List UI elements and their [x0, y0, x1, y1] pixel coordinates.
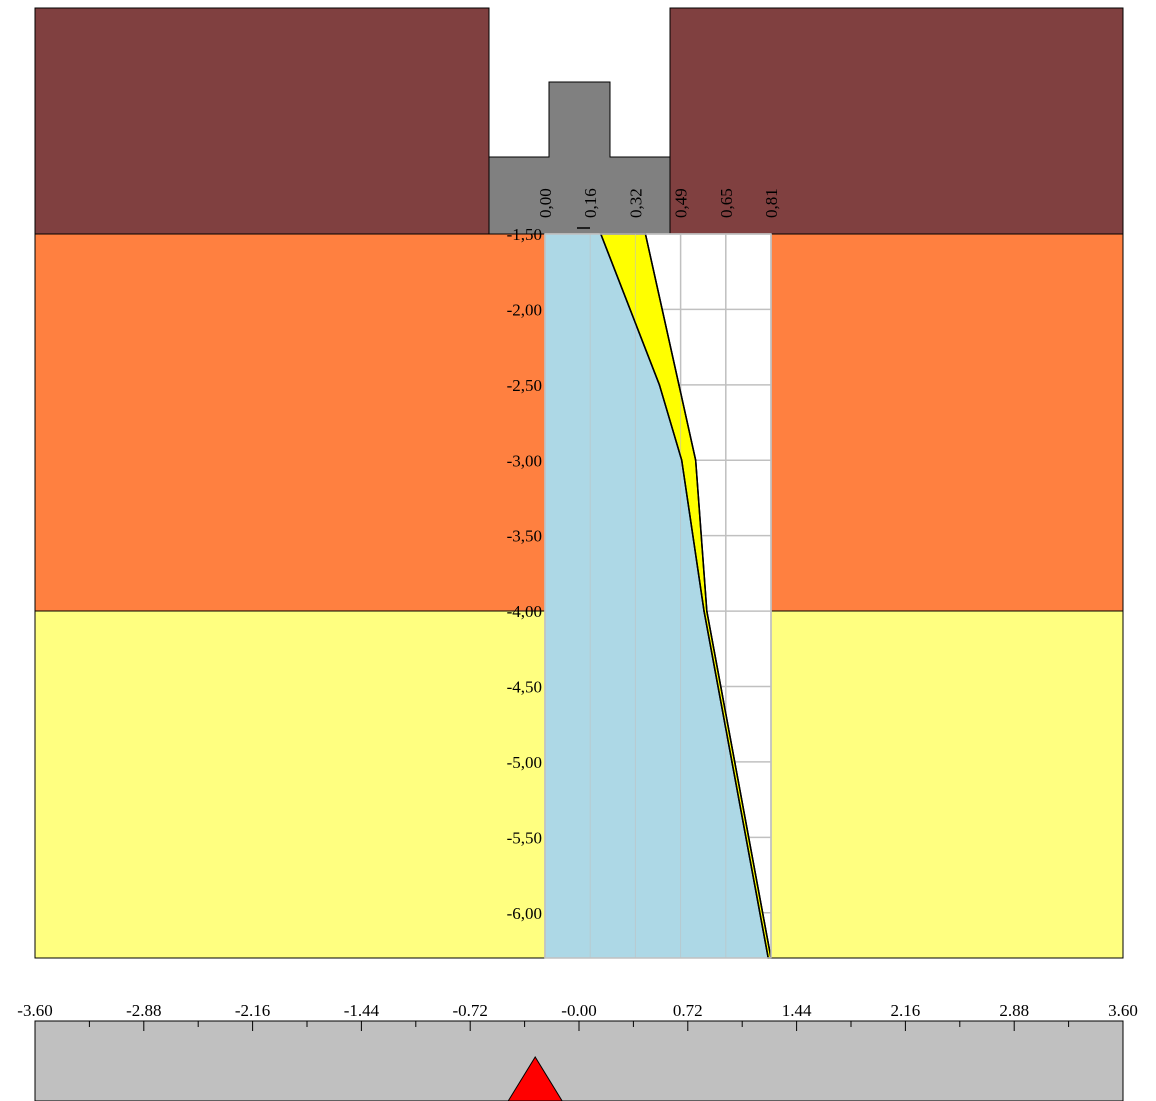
top-soil-layer-left: [34, 7, 490, 235]
scale-label: -2.88: [126, 1001, 161, 1020]
depth-label: -5,50: [507, 828, 542, 847]
value-axis: 0,00 0,16 0,32 0,49 0,65 0,81: [536, 188, 781, 218]
scale-marker-triangle: [507, 1056, 563, 1101]
scale-label: -3.60: [17, 1001, 52, 1020]
scale-label: 1.44: [782, 1001, 812, 1020]
series-point: [733, 761, 736, 763]
pile-outline: [544, 233, 772, 959]
depth-axis: -1,50 -2,00 -2,50 -3,00 -3,50 -4,00 -4,50 -5,00…: [507, 225, 542, 923]
value-label: 0,81: [762, 188, 781, 218]
diagram-series: [544, 227, 772, 959]
depth-label: -5,00: [507, 753, 542, 772]
series-point: [680, 459, 683, 462]
scale-label: -0.72: [452, 1001, 487, 1020]
value-label: 0,16: [581, 188, 600, 218]
series-point: [731, 761, 733, 763]
depth-label: -2,00: [507, 300, 542, 319]
pile-fill-area: [545, 234, 769, 958]
scale-label: 2.88: [999, 1001, 1029, 1020]
series-point: [706, 610, 708, 612]
series-point: [678, 384, 680, 386]
series-line-2: [644, 233, 772, 959]
depth-label: -4,50: [507, 678, 542, 697]
value-label: 0,49: [672, 188, 691, 218]
depth-label: -2,50: [507, 376, 542, 395]
scale-label: 0.72: [673, 1001, 703, 1020]
depth-label: -1,50: [507, 225, 542, 244]
value-label: 0,32: [626, 188, 645, 218]
scale-label: -1.44: [344, 1001, 380, 1020]
series-line-1: [600, 233, 769, 959]
scale-ticks: [34, 1021, 1124, 1031]
scale-label: -0.00: [561, 1001, 596, 1020]
scale-bar: [34, 1020, 1124, 1101]
series-point: [694, 459, 697, 462]
depth-label: -4,00: [507, 602, 542, 621]
depth-label: -3,00: [507, 451, 542, 470]
scale-label: -2.16: [235, 1001, 270, 1020]
scale-label: 2.16: [891, 1001, 921, 1020]
value-label: 0,00: [536, 188, 555, 218]
scale-axis: -3.60 -2.88 -2.16 -1.44 -0.72 -0.00 0.72 1.44 2.…: [17, 1001, 1138, 1020]
value-label: 0,65: [717, 188, 736, 218]
depth-label: -3,50: [507, 527, 542, 546]
series-point: [658, 384, 661, 386]
top-soil-layer-right: [669, 7, 1124, 235]
foundation-footing: [488, 81, 671, 235]
scale-label: 3.60: [1108, 1001, 1138, 1020]
series-point: [703, 610, 705, 612]
depth-label: -6,00: [507, 904, 542, 923]
